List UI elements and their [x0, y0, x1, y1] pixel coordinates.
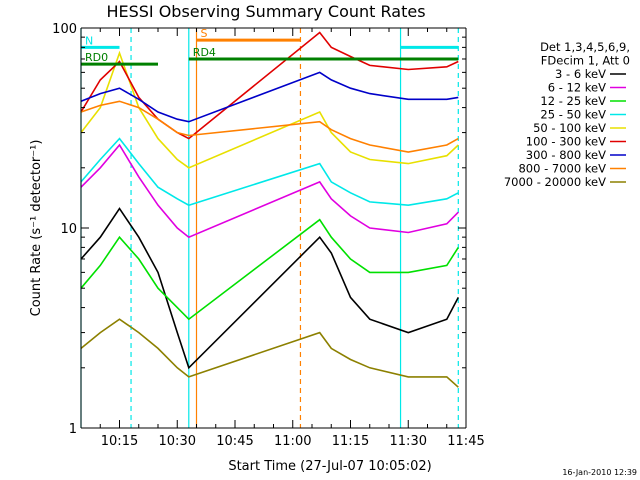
series-line-1	[80, 143, 459, 239]
series-line-5	[80, 31, 459, 140]
legend: Det 1,3,4,5,6,9,FDecim 1, Att 03 - 6 keV…	[504, 40, 630, 189]
series-line-0	[80, 207, 460, 370]
series-line-7	[80, 100, 459, 153]
series-line-2	[80, 218, 459, 321]
legend-entry-label: 12 - 25 keV	[540, 94, 606, 108]
flag-label-2: RD4	[193, 46, 216, 59]
y-tick-label: 1	[69, 422, 77, 437]
y-tick-label: 10	[60, 222, 77, 237]
legend-header-line: FDecim 1, Att 0	[541, 54, 630, 68]
legend-entry-label: 6 - 12 keV	[548, 81, 606, 95]
legend-entry-label: 25 - 50 keV	[540, 108, 606, 122]
x-tick-label: 10:30	[159, 434, 196, 449]
x-tick-label: 11:00	[274, 434, 311, 449]
series-line-8	[80, 318, 459, 388]
legend-entry-label: 100 - 300 keV	[526, 135, 606, 149]
flag-label-3: S	[201, 27, 208, 40]
x-axis-label: Start Time (27-Jul-07 10:05:02)	[228, 459, 431, 474]
legend-entry-label: 3 - 6 keV	[555, 67, 606, 81]
x-tick-label: 11:15	[332, 434, 369, 449]
x-tick-label: 10:45	[216, 434, 253, 449]
legend-entry-label: 800 - 7000 keV	[518, 162, 606, 176]
legend-entry-label: 7000 - 20000 keV	[504, 175, 606, 189]
legend-entry-label: 300 - 800 keV	[526, 148, 606, 162]
series-line-3	[80, 137, 459, 207]
y-axis-label: Count Rate (s⁻¹ detector⁻¹)	[29, 140, 44, 317]
series-line-6	[80, 71, 459, 123]
flag-label-1: RD0	[85, 51, 108, 64]
legend-entry-label: 50 - 100 keV	[533, 121, 606, 135]
flag-label-0: N	[85, 34, 93, 47]
x-tick-label: 11:45	[447, 434, 484, 449]
x-tick-label: 10:15	[101, 434, 138, 449]
legend-header-line: Det 1,3,4,5,6,9,	[540, 40, 630, 54]
chart-title: HESSI Observing Summary Count Rates	[106, 2, 425, 21]
y-tick-label: 100	[52, 22, 77, 37]
x-tick-label: 11:30	[390, 434, 427, 449]
timestamp: 16-Jan-2010 12:39	[562, 468, 637, 477]
plot-area: N RD0 RD4 S	[80, 27, 460, 428]
series-line-4	[80, 50, 459, 169]
